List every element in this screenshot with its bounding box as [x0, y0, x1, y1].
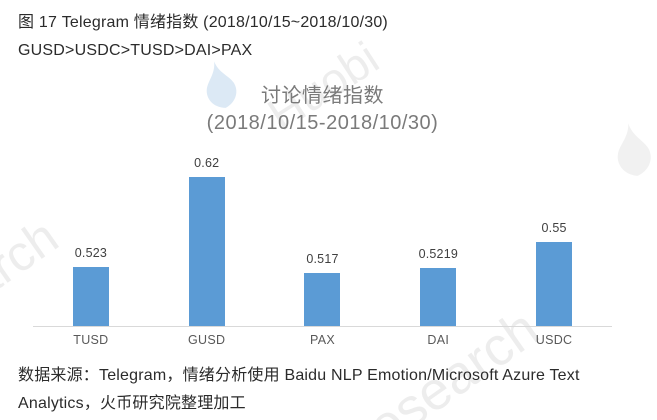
bar-tusd — [72, 267, 109, 326]
x-tick-label-gusd: GUSD — [188, 333, 226, 347]
x-tick-label-usdc: USDC — [535, 333, 573, 347]
bar-column-pax: 0.517 — [265, 149, 381, 326]
bar-value-label: 0.62 — [194, 155, 220, 170]
x-axis-labels: TUSD GUSD PAX DAI USDC — [33, 333, 612, 347]
source-note-line1: 数据来源：Telegram，情绪分析使用 Baidu NLP Emotion/M… — [18, 367, 580, 384]
bar-column-usdc: 0.55 — [496, 149, 612, 326]
flame-shape — [617, 123, 651, 176]
bar-pax — [304, 272, 341, 326]
x-tick-label-dai: DAI — [427, 333, 450, 347]
bar-column-gusd: 0.62 — [149, 149, 265, 326]
bar-usdc — [536, 242, 573, 326]
bar-value-label: 0.5219 — [418, 247, 458, 262]
bar-column-tusd: 0.523 — [33, 149, 149, 326]
source-note: 数据来源：Telegram，情绪分析使用 Baidu NLP Emotion/M… — [18, 362, 580, 418]
x-tick-label-pax: PAX — [309, 333, 335, 347]
source-note-line2: Analytics，火币研究院整理加工 — [18, 395, 246, 412]
figure-caption-line2: GUSD>USDC>TUSD>DAI>PAX — [18, 42, 253, 59]
chart-subtitle: (2018/10/15-2018/10/30) — [206, 112, 439, 134]
bar-value-label: 0.55 — [541, 221, 567, 236]
bar-value-label: 0.523 — [74, 246, 108, 261]
bar-gusd — [188, 176, 225, 326]
bar-value-label: 0.517 — [306, 251, 339, 266]
chart-title: 讨论情绪指数 — [261, 85, 384, 107]
figure-caption-line1: 图 17 Telegram 情绪指数 (2018/10/15~2018/10/3… — [18, 14, 388, 31]
plot-area: 0.523 0.62 0.517 0.5219 0.55 — [33, 149, 612, 327]
bar-column-dai: 0.5219 — [380, 149, 496, 326]
bar-dai — [420, 268, 457, 326]
x-tick-label-tusd: TUSD — [73, 333, 109, 347]
chart-title-block: 讨论情绪指数 (2018/10/15-2018/10/30) — [33, 83, 612, 137]
figure-caption: 图 17 Telegram 情绪指数 (2018/10/15~2018/10/3… — [18, 9, 388, 65]
